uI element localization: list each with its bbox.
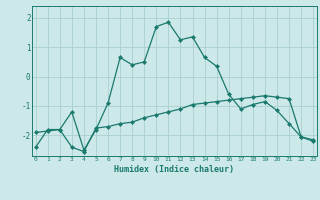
- X-axis label: Humidex (Indice chaleur): Humidex (Indice chaleur): [115, 165, 234, 174]
